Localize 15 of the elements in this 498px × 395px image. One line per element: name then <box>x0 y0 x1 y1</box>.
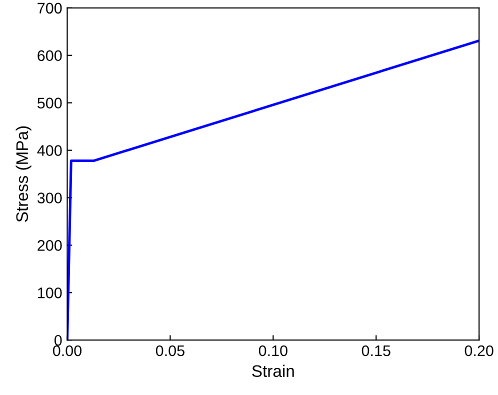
y-tick-label: 0 <box>54 334 62 346</box>
y-tick-label: 700 <box>38 2 62 14</box>
x-tick-label: 0.00 <box>52 345 82 356</box>
y-tick-label: 500 <box>37 98 62 108</box>
x-tick-label: 0.20 <box>464 345 494 356</box>
y-tick-label: 600 <box>38 50 62 62</box>
x-tick-label: 0.05 <box>156 345 184 356</box>
x-tick-label: 0.15 <box>362 345 390 356</box>
x-tick-label: 0.10 <box>258 345 288 356</box>
y-tick-label: 200 <box>38 240 62 251</box>
y-tick-label: 300 <box>37 192 62 204</box>
y-axis-title: Stress (MPa) <box>16 126 32 222</box>
y-tick-label: 400 <box>37 145 62 156</box>
y-tick-label: 100 <box>38 288 62 298</box>
x-axis-title: Strain <box>252 364 294 377</box>
